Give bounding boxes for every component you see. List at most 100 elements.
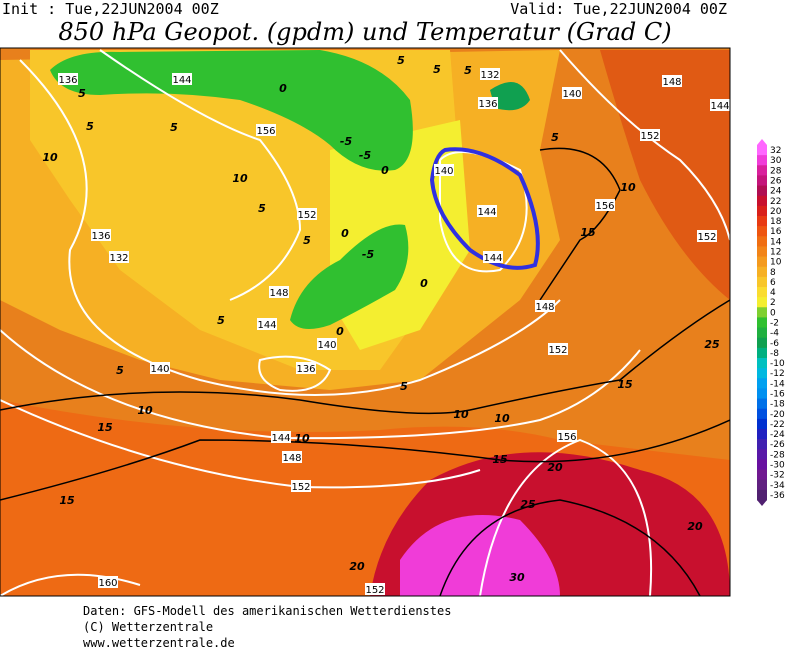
temperature-label: 20 <box>547 461 563 474</box>
geopotential-label: 148 <box>535 302 554 313</box>
legend-label: 16 <box>770 227 782 237</box>
geopotential-label-box <box>296 362 316 374</box>
legend-label: 28 <box>770 166 782 176</box>
legend-label: 30 <box>770 156 782 166</box>
temperature-label: 5 <box>303 234 311 247</box>
legend-arrow <box>757 500 767 506</box>
temperature-label: 5 <box>397 54 405 67</box>
geopotential-label: 144 <box>477 207 496 218</box>
legend-swatch <box>757 358 767 369</box>
legend-arrow <box>757 139 767 145</box>
legend-swatch <box>757 256 767 268</box>
temperature-label: 5 <box>433 63 441 76</box>
temperature-label: 15 <box>617 378 633 391</box>
cold-area <box>290 224 409 329</box>
cold-area <box>490 82 530 111</box>
geopotential-label-box <box>256 124 276 136</box>
geopotential-label-box <box>109 251 129 263</box>
init-time: Init : Tue,22JUN2004 00Z <box>2 0 219 18</box>
legend-swatch <box>757 276 767 288</box>
legend-label: -26 <box>770 440 785 450</box>
temperature-label: 5 <box>170 121 178 134</box>
contour <box>479 438 653 596</box>
geopotential-label-box <box>548 343 568 355</box>
geopotential-label: 140 <box>434 166 453 177</box>
temperature-label: 10 <box>494 412 510 425</box>
legend-label: -6 <box>770 339 779 349</box>
contour <box>258 355 332 392</box>
temperature-label: 5 <box>78 87 86 100</box>
legend-label: 12 <box>770 248 781 258</box>
temperature-label: 10 <box>620 181 636 194</box>
legend-swatch <box>757 449 767 460</box>
legend-label: 24 <box>770 187 782 197</box>
legend-label: 20 <box>770 207 782 217</box>
hot-area <box>400 515 560 596</box>
legend-label: 0 <box>770 308 776 318</box>
legend-label: -12 <box>770 369 785 379</box>
geopotential-label: 144 <box>483 253 502 264</box>
geopotential-contours <box>0 49 730 596</box>
geopotential-label-box <box>282 451 302 463</box>
contour <box>19 59 561 396</box>
geopotential-label: 136 <box>58 75 77 86</box>
geopotential-label-box <box>271 431 291 443</box>
legend-swatch <box>757 429 767 440</box>
legend-swatch <box>757 145 767 156</box>
geopotential-label: 140 <box>317 340 336 351</box>
legend-swatch <box>757 165 767 176</box>
temperature-label: 0 <box>381 164 389 177</box>
temperature-label: 10 <box>232 172 248 185</box>
legend-swatch <box>757 195 767 207</box>
geopotential-label-box <box>365 583 385 595</box>
temperature-label: 25 <box>520 498 536 511</box>
legend-label: -28 <box>770 450 785 460</box>
temperature-label: 5 <box>464 64 472 77</box>
geopotential-label-box <box>269 286 289 298</box>
legend-swatch <box>757 418 767 430</box>
temperature-label: 0 <box>336 325 344 338</box>
temperature-label: -5 <box>359 149 372 162</box>
highlight-circle <box>429 147 540 270</box>
temperature-label: 5 <box>258 202 266 215</box>
temperature-label: 0 <box>420 277 428 290</box>
temperature-label: 30 <box>509 571 525 584</box>
geopotential-label: 136 <box>478 99 497 110</box>
legend-label: -14 <box>770 379 785 389</box>
geopotential-label-box <box>697 230 717 242</box>
geopotential-label-box <box>91 229 111 241</box>
geopotential-label: 152 <box>640 131 659 142</box>
geopotential-label-box <box>662 75 682 87</box>
legend-label: -2 <box>770 319 779 329</box>
legend-swatch <box>757 347 767 359</box>
legend-label: 8 <box>770 268 776 278</box>
geopotential-label: 144 <box>271 433 290 444</box>
geopotential-label: 136 <box>296 364 315 375</box>
geopotential-label-box <box>483 251 503 263</box>
legend-swatch <box>757 317 767 329</box>
legend-swatch <box>757 185 767 197</box>
map-frame <box>0 47 731 597</box>
legend-label: -4 <box>770 329 779 339</box>
legend-label: 10 <box>770 258 782 268</box>
contour <box>559 49 730 241</box>
legend-label: -30 <box>770 461 785 471</box>
contour <box>0 299 730 415</box>
legend-swatch <box>757 398 767 410</box>
geopotential-label: 152 <box>697 232 716 243</box>
geopotential-label: 152 <box>297 210 316 221</box>
legend-swatch <box>757 266 767 278</box>
valid-time: Valid: Tue,22JUN2004 00Z <box>510 0 727 18</box>
legend-swatch <box>757 246 767 258</box>
legend-label: 14 <box>770 237 782 247</box>
geopotential-label: 152 <box>291 482 310 493</box>
geopotential-label-box <box>98 576 118 588</box>
geopotential-label-box <box>595 199 615 211</box>
temperature-label: 5 <box>116 364 124 377</box>
legend-label: 22 <box>770 197 781 207</box>
temperature-contours <box>0 147 730 596</box>
legend-swatch <box>757 459 767 471</box>
temperature-label: 10 <box>294 432 310 445</box>
temperature-label: 15 <box>59 494 75 507</box>
